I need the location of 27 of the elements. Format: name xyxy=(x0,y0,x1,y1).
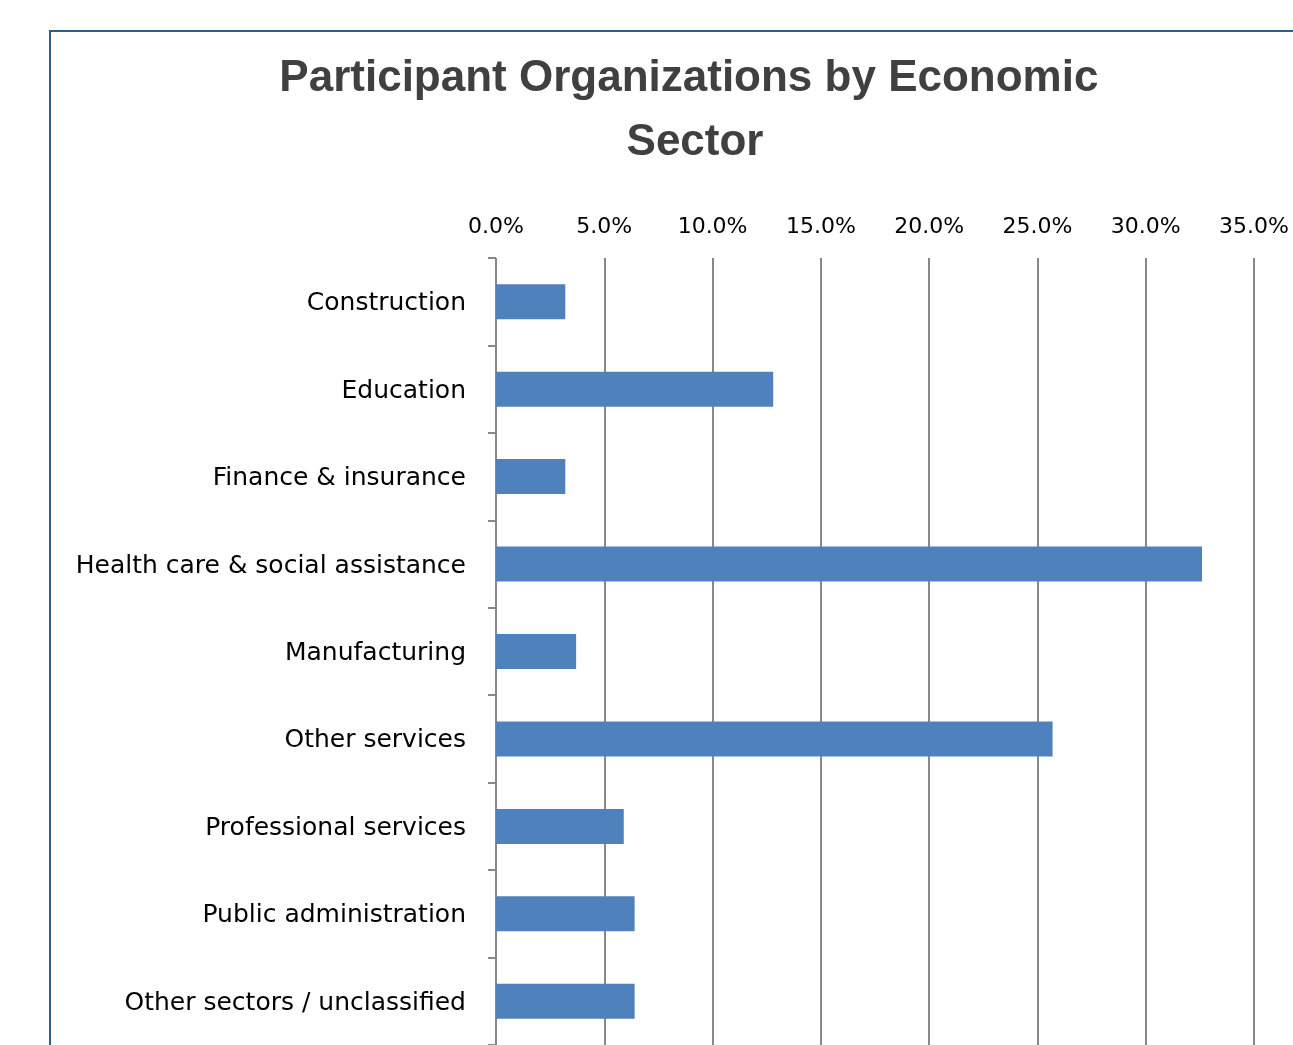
y-tick-label: Other sectors / unclassified xyxy=(124,986,466,1016)
x-tick-label: 30.0% xyxy=(1110,212,1181,238)
bar xyxy=(496,546,1203,582)
chart-title: Participant Organizations by Economic Sector xyxy=(279,50,1111,164)
bar xyxy=(496,808,624,844)
x-tick-label: 35.0% xyxy=(1219,212,1289,238)
y-tick-label: Construction xyxy=(306,287,466,317)
bar xyxy=(496,983,635,1019)
y-tick-label: Education xyxy=(341,374,466,404)
bar xyxy=(496,721,1053,757)
y-tick-label: Public administration xyxy=(202,899,466,929)
y-tick-label: Manufacturing xyxy=(284,637,466,666)
x-tick-label: 25.0% xyxy=(1002,212,1073,238)
x-tick-label: 0.0% xyxy=(468,212,524,238)
y-tick-label: Professional services xyxy=(205,811,466,841)
bar xyxy=(496,371,774,407)
y-tick-label: Health care & social assistance xyxy=(75,549,466,579)
x-tick-label: 10.0% xyxy=(677,212,748,238)
bar xyxy=(496,896,635,932)
y-tick-label: Other services xyxy=(284,724,466,754)
y-tick-label: Finance & insurance xyxy=(212,462,466,492)
x-tick-label: 5.0% xyxy=(576,212,633,238)
bar xyxy=(496,634,577,669)
bar xyxy=(496,284,566,320)
x-tick-label: 15.0% xyxy=(785,212,856,238)
x-tick-label: 20.0% xyxy=(894,212,965,238)
bar xyxy=(496,459,566,495)
